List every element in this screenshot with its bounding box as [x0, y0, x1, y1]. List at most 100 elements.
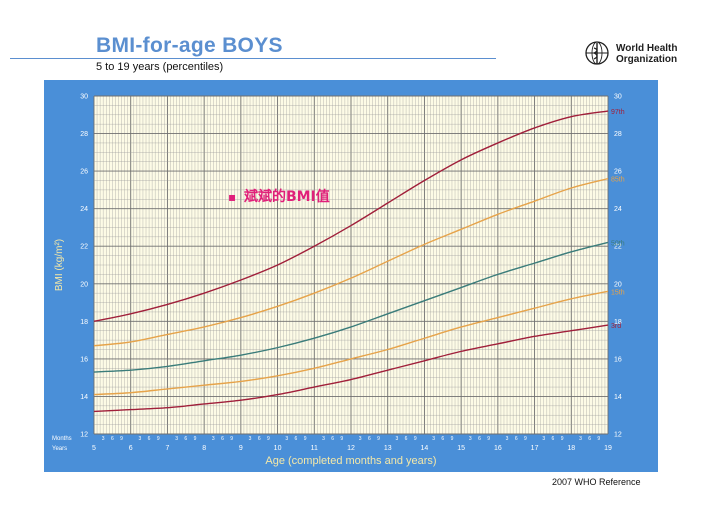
y-tick-label: 22: [614, 244, 622, 251]
y-tick-label: 16: [614, 356, 622, 363]
month-tick-label: 6: [478, 436, 481, 442]
year-tick-label: 10: [274, 445, 282, 452]
month-tick-label: 3: [175, 436, 178, 442]
year-tick-label: 16: [494, 445, 502, 452]
month-tick-label: 3: [469, 436, 472, 442]
y-tick-label: 12: [614, 432, 622, 439]
annotation-text: 斌斌的BMI值: [243, 188, 330, 205]
year-tick-label: 9: [239, 445, 243, 452]
percentile-curves: [93, 110, 609, 413]
curve-97th: [93, 110, 609, 323]
y-tick-labels: 12 12 14 14 16 16 18 18 20 20 22 22 24 24 26 26 28 28 30 30: [80, 94, 622, 439]
year-tick-label: 15: [457, 445, 465, 452]
curve-label-50th: 50th: [611, 240, 625, 247]
month-tick-label: 3: [542, 436, 545, 442]
year-tick-label: 17: [531, 445, 539, 452]
y-axis-title: BMI (kg/m²): [54, 239, 65, 291]
title-underline: [10, 58, 496, 59]
month-tick-label: 6: [441, 436, 444, 442]
y-tick-label: 30: [614, 94, 622, 101]
x-axis-title: Age (completed months and years): [265, 455, 436, 467]
month-tick-label: 9: [487, 436, 490, 442]
month-tick-label: 6: [588, 436, 591, 442]
month-tick-label: 6: [552, 436, 555, 442]
month-tick-label: 3: [396, 436, 399, 442]
y-tick-label: 24: [614, 206, 622, 213]
curve-label-3rd: 3rd: [611, 323, 621, 330]
month-tick-label: 6: [184, 436, 187, 442]
y-tick-label: 18: [80, 319, 88, 326]
month-tick-label: 6: [331, 436, 334, 442]
who-name-line2: Organization: [616, 54, 678, 65]
month-tick-label: 9: [414, 436, 417, 442]
y-tick-label: 14: [80, 394, 88, 401]
year-tick-label: 8: [202, 445, 206, 452]
year-tick-label: 19: [604, 445, 612, 452]
month-tick-label: 3: [432, 436, 435, 442]
month-tick-label: 9: [230, 436, 233, 442]
y-tick-label: 28: [80, 131, 88, 138]
page-subtitle: 5 to 19 years (percentiles): [96, 61, 224, 73]
year-tick-label: 12: [347, 445, 355, 452]
month-tick-label: 9: [340, 436, 343, 442]
curve-85th: [93, 177, 609, 347]
y-tick-label: 26: [614, 169, 622, 176]
curve-15th: [93, 290, 609, 396]
month-tick-label: 9: [157, 436, 160, 442]
y-tick-label: 22: [80, 244, 88, 251]
month-tick-label: 6: [148, 436, 151, 442]
y-tick-label: 14: [614, 394, 622, 401]
month-tick-label: 3: [102, 436, 105, 442]
month-tick-label: 3: [322, 436, 325, 442]
month-tick-label: 6: [258, 436, 261, 442]
annotation-marker: ▪: [228, 190, 236, 204]
year-tick-label: 6: [129, 445, 133, 452]
who-brand: World Health Organization: [584, 40, 694, 70]
year-tick-label: 14: [421, 445, 429, 452]
months-row-label: Months: [52, 436, 72, 442]
y-tick-label: 20: [80, 281, 88, 288]
month-tick-label: 3: [359, 436, 362, 442]
month-tick-label: 6: [295, 436, 298, 442]
y-tick-label: 30: [80, 94, 88, 101]
year-tick-label: 18: [567, 445, 575, 452]
annotation: ▪ 斌斌的BMI值: [228, 188, 330, 205]
month-tick-label: 9: [267, 436, 270, 442]
y-tick-label: 20: [614, 281, 622, 288]
month-tick-label: 9: [194, 436, 197, 442]
x-tick-labels: 5 6 7 8 9 10 11 12 13 14 15 16 17 18 193 6 9 3 6 9 3 6 9 3 6 9 3 6 9…: [92, 436, 612, 452]
month-tick-label: 9: [120, 436, 123, 442]
years-row-label: Years: [52, 446, 67, 452]
grid-lines: [93, 95, 609, 435]
y-tick-label: 12: [80, 432, 88, 439]
month-tick-label: 6: [368, 436, 371, 442]
footer-reference: 2007 WHO Reference: [552, 477, 641, 487]
y-tick-label: 18: [614, 319, 622, 326]
month-tick-label: 9: [451, 436, 454, 442]
month-tick-label: 3: [285, 436, 288, 442]
year-tick-label: 7: [165, 445, 169, 452]
who-name: World Health Organization: [616, 43, 677, 65]
year-tick-label: 11: [311, 445, 318, 452]
curve-3rd: [93, 324, 609, 413]
curve-label-97th: 97th: [611, 109, 625, 116]
curve-50th: [93, 241, 609, 373]
y-tick-label: 24: [80, 206, 88, 213]
who-name-line1: World Health: [616, 43, 678, 54]
month-tick-label: 6: [405, 436, 408, 442]
who-emblem-icon: [585, 41, 609, 65]
month-tick-label: 3: [249, 436, 252, 442]
month-tick-label: 6: [221, 436, 224, 442]
y-tick-label: 26: [80, 169, 88, 176]
month-tick-label: 9: [304, 436, 307, 442]
month-tick-label: 6: [111, 436, 114, 442]
month-tick-label: 9: [561, 436, 564, 442]
month-tick-label: 9: [524, 436, 527, 442]
y-tick-label: 28: [614, 131, 622, 138]
month-tick-label: 9: [377, 436, 380, 442]
month-tick-label: 3: [139, 436, 142, 442]
month-tick-label: 3: [212, 436, 215, 442]
month-tick-label: 9: [597, 436, 600, 442]
page-title: BMI-for-age BOYS: [96, 34, 283, 57]
